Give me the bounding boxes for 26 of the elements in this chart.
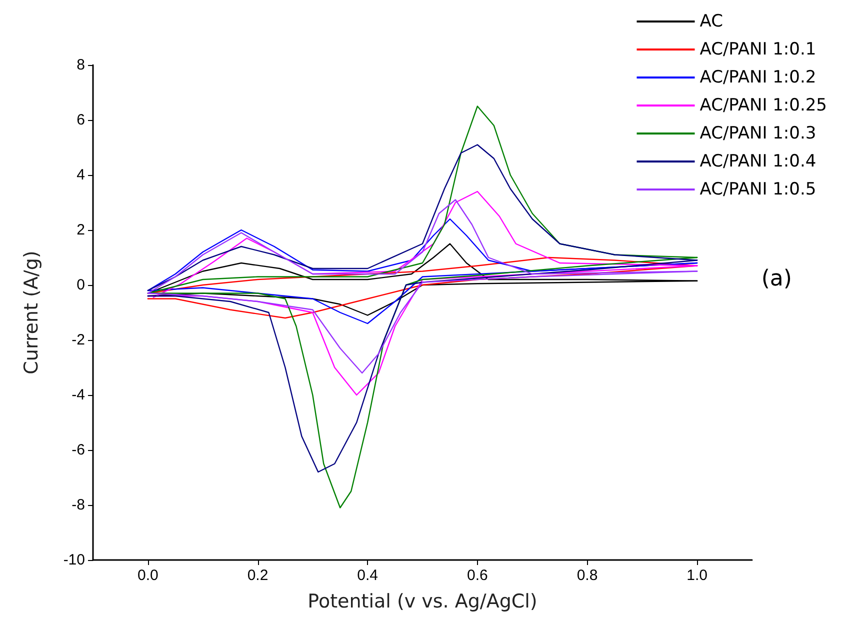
y-tick-label: 0 [76,276,85,294]
y-tick-label: 2 [76,222,85,238]
x-tick-label: 0.4 [357,567,378,584]
legend-label: AC/PANI 1:0.2 [700,68,816,88]
y-tick-label: -8 [72,496,85,514]
y-tick-label: -6 [72,442,85,458]
text: (a) [761,266,792,292]
x-tick-label: 0.6 [466,567,488,584]
x-tick-label: 0.2 [247,567,268,584]
legend-label: AC/PANI 1:0.25 [700,96,828,116]
legend-label: AC [700,12,723,32]
legend-label: AC/PANI 1:0.5 [700,180,816,200]
y-tick-label: 6 [76,112,85,128]
x-tick-label: 0.8 [576,567,598,584]
y-axis-title: Current (A/g) [20,250,42,374]
y-tick-label: -2 [72,332,85,348]
x-axis-title: Potential (v vs. Ag/AgCl) [308,590,538,612]
y-tick-label: -4 [72,386,85,404]
x-tick-label: 1.0 [686,567,708,584]
legend-label: AC/PANI 1:0.4 [700,152,816,172]
y-tick-label: -10 [63,552,85,568]
x-tick-label: 0.0 [137,567,158,584]
y-tick-label: 8 [76,56,85,74]
legend-label: AC/PANI 1:0.1 [700,40,816,60]
legend-label: AC/PANI 1:0.3 [700,124,816,144]
y-tick-label: 4 [76,166,85,184]
